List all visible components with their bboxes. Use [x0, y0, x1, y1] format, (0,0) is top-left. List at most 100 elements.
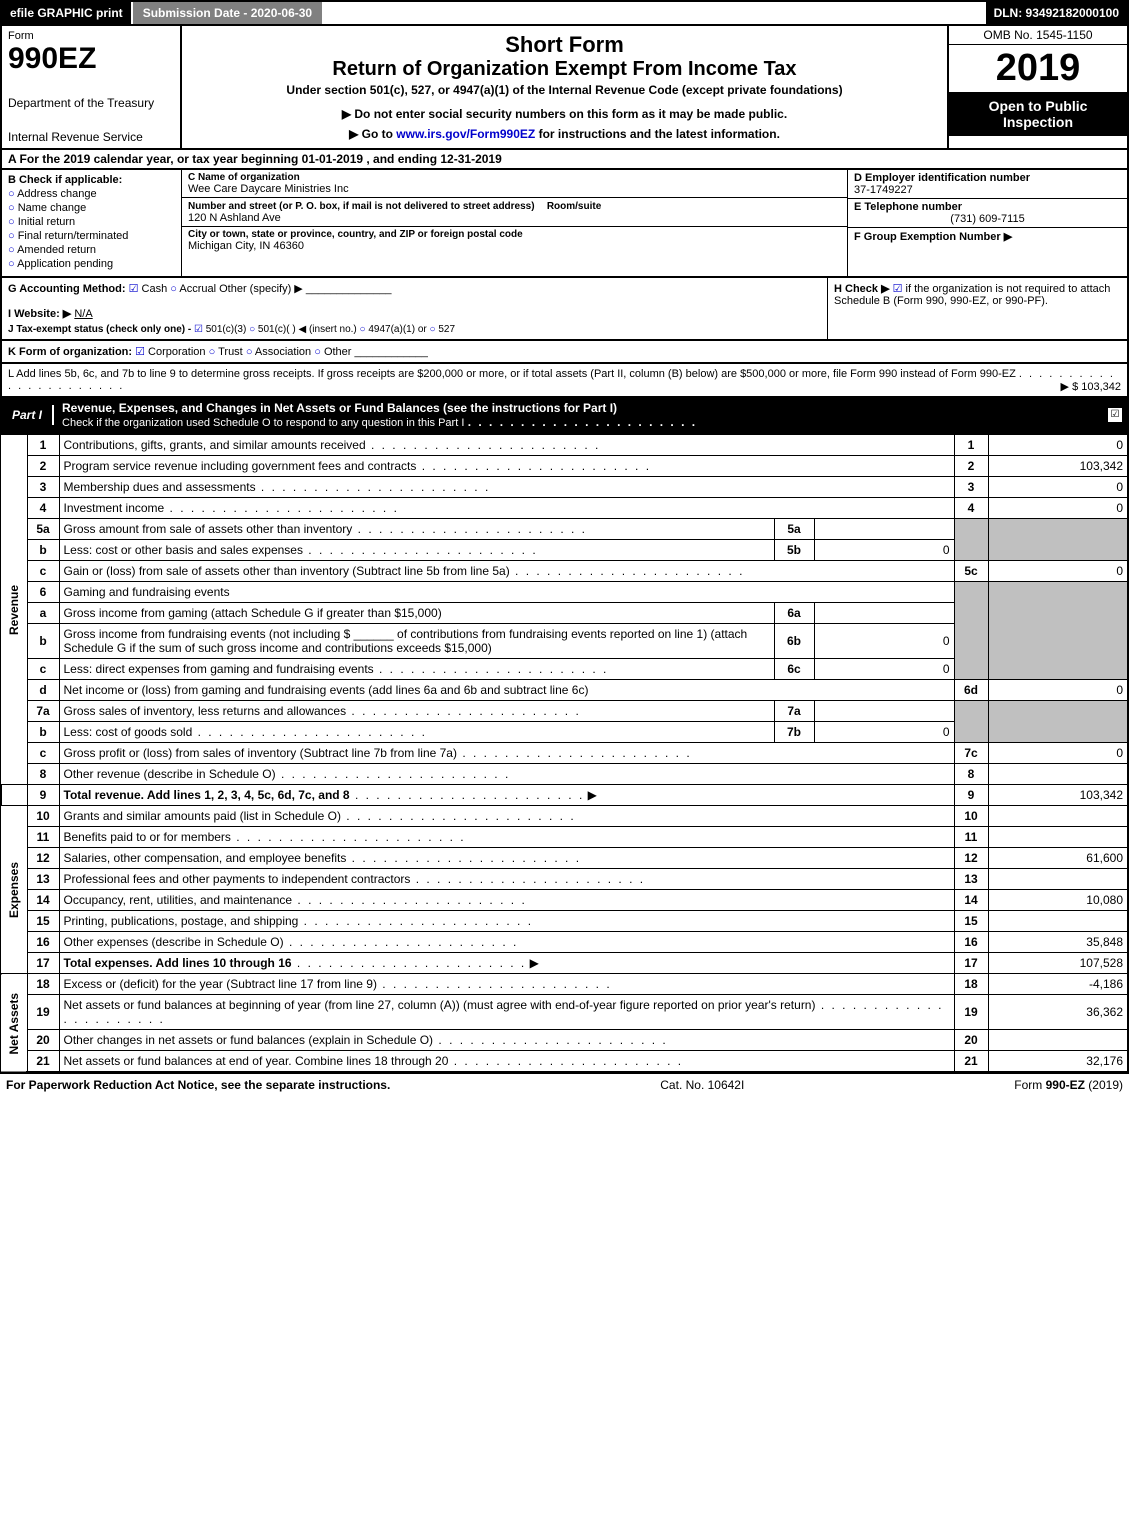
- ln-12: 12: [27, 848, 59, 869]
- num-12: 12: [954, 848, 988, 869]
- phone-value: (731) 609-7115: [854, 213, 1121, 225]
- subval-5a: [814, 519, 954, 540]
- ln-1: 1: [27, 435, 59, 456]
- chk-final-return[interactable]: Final return/terminated: [8, 230, 175, 242]
- footer: For Paperwork Reduction Act Notice, see …: [0, 1073, 1129, 1096]
- chk-amended-return[interactable]: Amended return: [8, 244, 175, 256]
- chk-cash[interactable]: Cash: [129, 283, 168, 295]
- ln-6a: a: [27, 603, 59, 624]
- num-19: 19: [954, 995, 988, 1030]
- chk-association[interactable]: Association: [246, 346, 311, 358]
- ln-3: 3: [27, 477, 59, 498]
- chk-accrual[interactable]: Accrual: [170, 283, 216, 295]
- val-14: 10,080: [988, 890, 1128, 911]
- org-name-label: C Name of organization: [188, 172, 841, 183]
- desc-7a: Gross sales of inventory, less returns a…: [59, 701, 774, 722]
- grey-7v: [988, 701, 1128, 743]
- section-gi: G Accounting Method: Cash Accrual Other …: [2, 278, 827, 339]
- footer-left: For Paperwork Reduction Act Notice, see …: [6, 1078, 390, 1092]
- l-amount: ▶ $ 103,342: [1061, 380, 1121, 393]
- box-b: B Check if applicable: Address change Na…: [2, 170, 182, 276]
- row-a-tax-year: A For the 2019 calendar year, or tax yea…: [0, 150, 1129, 170]
- desc-9: Total revenue. Add lines 1, 2, 3, 4, 5c,…: [59, 785, 954, 806]
- chk-application-pending[interactable]: Application pending: [8, 258, 175, 270]
- ln-7b: b: [27, 722, 59, 743]
- part1-checkbox[interactable]: ☑: [1107, 407, 1123, 423]
- top-bar: efile GRAPHIC print Submission Date - 20…: [0, 0, 1129, 26]
- subval-5b: 0: [814, 540, 954, 561]
- val-10: [988, 806, 1128, 827]
- desc-8: Other revenue (describe in Schedule O): [59, 764, 954, 785]
- ln-15: 15: [27, 911, 59, 932]
- ln-6: 6: [27, 582, 59, 603]
- tax-year: 2019: [949, 45, 1127, 92]
- chk-address-change[interactable]: Address change: [8, 188, 175, 200]
- phone-label: E Telephone number: [854, 201, 1121, 213]
- irs-link[interactable]: www.irs.gov/Form990EZ: [396, 127, 535, 141]
- chk-501c[interactable]: 501(c)( ) ◀ (insert no.): [249, 324, 357, 335]
- num-6d: 6d: [954, 680, 988, 701]
- ln-13: 13: [27, 869, 59, 890]
- desc-4: Investment income: [59, 498, 954, 519]
- ln-11: 11: [27, 827, 59, 848]
- num-2: 2: [954, 456, 988, 477]
- section-k: K Form of organization: Corporation Trus…: [0, 341, 1129, 364]
- desc-21: Net assets or fund balances at end of ye…: [59, 1051, 954, 1073]
- num-18: 18: [954, 974, 988, 995]
- chk-corporation[interactable]: Corporation: [135, 346, 205, 358]
- chk-other-org[interactable]: Other: [314, 346, 351, 358]
- grey-6v: [988, 582, 1128, 680]
- part1-tab: Part I: [2, 405, 54, 425]
- ln-7c: c: [27, 743, 59, 764]
- form-word: Form: [8, 30, 174, 42]
- val-4: 0: [988, 498, 1128, 519]
- chk-name-change[interactable]: Name change: [8, 202, 175, 214]
- ln-6c: c: [27, 659, 59, 680]
- val-2: 103,342: [988, 456, 1128, 477]
- val-19: 36,362: [988, 995, 1128, 1030]
- header-left: Form 990EZ Department of the Treasury In…: [2, 26, 182, 148]
- chk-initial-return[interactable]: Initial return: [8, 216, 175, 228]
- chk-527[interactable]: 527: [430, 324, 456, 335]
- group-exemption: F Group Exemption Number ▶: [854, 230, 1121, 243]
- desc-20: Other changes in net assets or fund bala…: [59, 1030, 954, 1051]
- addr-value: 120 N Ashland Ave: [188, 212, 841, 224]
- desc-12: Salaries, other compensation, and employ…: [59, 848, 954, 869]
- desc-11: Benefits paid to or for members: [59, 827, 954, 848]
- ln-21: 21: [27, 1051, 59, 1073]
- grey-5v: [988, 519, 1128, 561]
- chk-trust[interactable]: Trust: [209, 346, 243, 358]
- part1-header: Part I Revenue, Expenses, and Changes in…: [0, 398, 1129, 434]
- val-21: 32,176: [988, 1051, 1128, 1073]
- chk-schedule-b[interactable]: [893, 283, 906, 295]
- title-ssn-warning: ▶ Do not enter social security numbers o…: [192, 107, 937, 121]
- sub-5a: 5a: [774, 519, 814, 540]
- form-header: Form 990EZ Department of the Treasury In…: [0, 26, 1129, 150]
- sub-6a: 6a: [774, 603, 814, 624]
- ein-label: D Employer identification number: [854, 172, 1121, 184]
- val-8: [988, 764, 1128, 785]
- num-14: 14: [954, 890, 988, 911]
- website-value: N/A: [74, 308, 92, 320]
- form-number: 990EZ: [8, 42, 174, 76]
- num-17: 17: [954, 953, 988, 974]
- box-c: C Name of organization Wee Care Daycare …: [182, 170, 847, 276]
- val-6d: 0: [988, 680, 1128, 701]
- open-inspection: Open to Public Inspection: [949, 92, 1127, 136]
- ln-19: 19: [27, 995, 59, 1030]
- room-label: Room/suite: [547, 201, 601, 212]
- num-15: 15: [954, 911, 988, 932]
- box-f: F Group Exemption Number ▶: [848, 228, 1127, 276]
- desc-7b: Less: cost of goods sold: [59, 722, 774, 743]
- chk-4947[interactable]: 4947(a)(1) or: [360, 324, 427, 335]
- val-12: 61,600: [988, 848, 1128, 869]
- ln-10: 10: [27, 806, 59, 827]
- desc-14: Occupancy, rent, utilities, and maintena…: [59, 890, 954, 911]
- part1-title: Revenue, Expenses, and Changes in Net As…: [54, 398, 1107, 432]
- title-goto: ▶ Go to www.irs.gov/Form990EZ for instru…: [192, 127, 937, 141]
- efile-label: efile GRAPHIC print: [2, 2, 131, 24]
- dots: [468, 415, 697, 429]
- side-net-assets: Net Assets: [1, 974, 27, 1073]
- chk-501c3[interactable]: 501(c)(3): [194, 324, 246, 335]
- num-10: 10: [954, 806, 988, 827]
